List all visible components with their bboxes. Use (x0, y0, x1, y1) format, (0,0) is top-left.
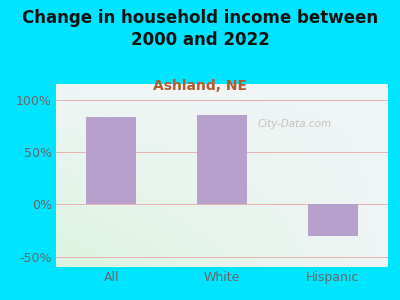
Bar (86, 118, 136, 204)
Bar (308, 204, 358, 236)
Bar (197, 116, 247, 204)
Text: Change in household income between
2000 and 2022: Change in household income between 2000 … (22, 9, 378, 49)
Text: City-Data.com: City-Data.com (258, 119, 332, 129)
Text: Ashland, NE: Ashland, NE (153, 80, 247, 94)
